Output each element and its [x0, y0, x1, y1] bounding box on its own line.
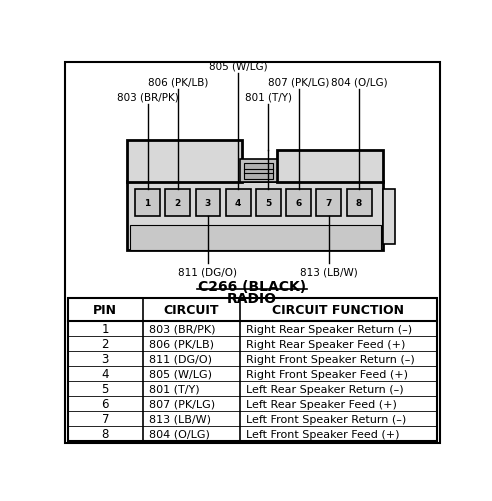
Text: 803 (BR/PK): 803 (BR/PK) — [117, 92, 179, 102]
Text: 801 (T/Y): 801 (T/Y) — [149, 384, 200, 394]
Bar — [240, 160, 277, 183]
Text: 5: 5 — [102, 382, 109, 395]
Text: Right Front Speaker Feed (+): Right Front Speaker Feed (+) — [246, 369, 408, 379]
Text: 8: 8 — [102, 427, 109, 440]
Bar — [127, 181, 383, 250]
Text: 804 (O/LG): 804 (O/LG) — [331, 77, 387, 87]
Text: 807 (PK/LG): 807 (PK/LG) — [268, 77, 329, 87]
Bar — [135, 189, 160, 217]
Text: Left Front Speaker Feed (+): Left Front Speaker Feed (+) — [246, 429, 400, 439]
Text: 4: 4 — [235, 198, 242, 207]
Text: CIRCUIT: CIRCUIT — [163, 304, 219, 316]
Text: Left Front Speaker Return (–): Left Front Speaker Return (–) — [246, 414, 406, 424]
Text: 806 (PK/LB): 806 (PK/LB) — [148, 77, 208, 87]
Text: CIRCUIT FUNCTION: CIRCUIT FUNCTION — [272, 304, 404, 316]
Text: 804 (O/LG): 804 (O/LG) — [149, 429, 210, 439]
Text: 2: 2 — [101, 337, 109, 350]
Bar — [68, 298, 436, 441]
Text: 805 (W/LG): 805 (W/LG) — [149, 369, 212, 379]
Text: 803 (BR/PK): 803 (BR/PK) — [149, 324, 215, 334]
Bar — [277, 151, 383, 183]
Text: Right Front Speaker Return (–): Right Front Speaker Return (–) — [246, 354, 415, 364]
Text: 3: 3 — [102, 352, 109, 365]
Text: 806 (PK/LB): 806 (PK/LB) — [149, 339, 214, 349]
Text: 6: 6 — [296, 198, 302, 207]
Bar — [347, 189, 371, 217]
Text: 807 (PK/LG): 807 (PK/LG) — [149, 399, 215, 409]
Text: 1: 1 — [101, 323, 109, 335]
Text: Left Rear Speaker Return (–): Left Rear Speaker Return (–) — [246, 384, 403, 394]
Text: 3: 3 — [205, 198, 211, 207]
Text: 813 (LB/W): 813 (LB/W) — [149, 414, 211, 424]
Text: 4: 4 — [101, 367, 109, 380]
Text: RADIO: RADIO — [227, 292, 277, 306]
Text: 6: 6 — [101, 397, 109, 410]
Text: 811 (DG/O): 811 (DG/O) — [179, 267, 238, 277]
Bar — [316, 189, 341, 217]
Text: 801 (T/Y): 801 (T/Y) — [245, 92, 292, 102]
Text: Right Rear Speaker Return (–): Right Rear Speaker Return (–) — [246, 324, 412, 334]
Text: 2: 2 — [175, 198, 181, 207]
Text: 811 (DG/O): 811 (DG/O) — [149, 354, 212, 364]
Bar — [256, 189, 281, 217]
Text: 5: 5 — [265, 198, 272, 207]
Bar — [127, 141, 242, 183]
Text: 805 (W/LG): 805 (W/LG) — [209, 62, 268, 72]
Bar — [383, 189, 395, 244]
Bar — [130, 225, 381, 250]
Bar — [196, 189, 220, 217]
Text: PIN: PIN — [93, 304, 117, 316]
Text: 813 (LB/W): 813 (LB/W) — [300, 267, 358, 277]
Text: 8: 8 — [356, 198, 362, 207]
Bar — [286, 189, 311, 217]
Text: 7: 7 — [101, 412, 109, 425]
Text: 7: 7 — [326, 198, 332, 207]
Bar — [226, 189, 250, 217]
Text: Left Rear Speaker Feed (+): Left Rear Speaker Feed (+) — [246, 399, 397, 409]
Text: Right Rear Speaker Feed (+): Right Rear Speaker Feed (+) — [246, 339, 405, 349]
Bar — [244, 164, 273, 179]
Text: C266 (BLACK): C266 (BLACK) — [198, 280, 306, 294]
Text: 1: 1 — [144, 198, 151, 207]
Bar — [165, 189, 190, 217]
